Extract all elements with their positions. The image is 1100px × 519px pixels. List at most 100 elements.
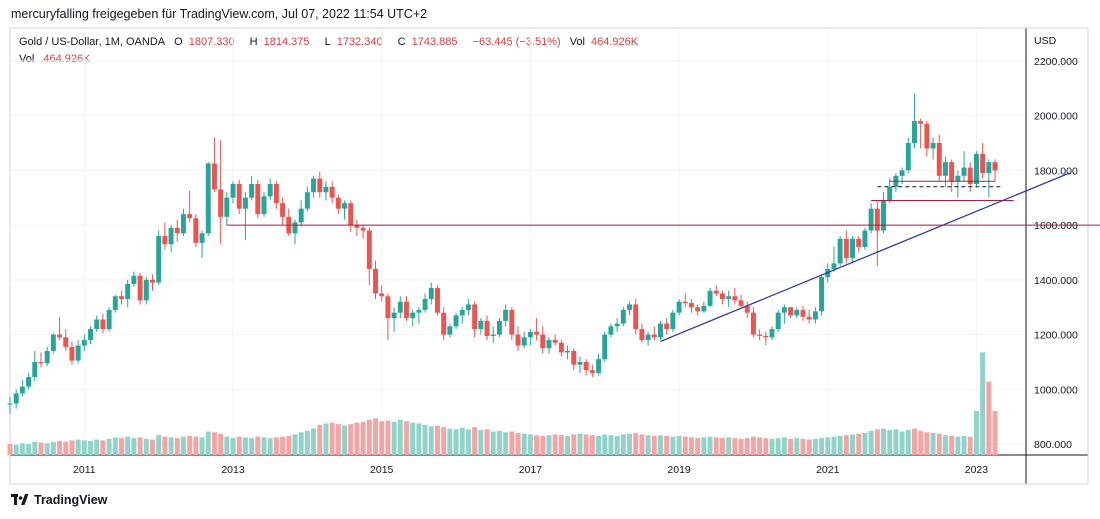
x-tick-label: 2021 [816, 464, 840, 476]
candle-body [366, 230, 372, 269]
candle-body [992, 162, 998, 171]
volume-bar [379, 421, 385, 455]
candle-body [775, 312, 781, 330]
volume-bar [695, 438, 701, 455]
volume-bar [404, 421, 409, 455]
candle-body [19, 386, 25, 394]
volume-bar [726, 437, 732, 455]
volume-bar [651, 435, 657, 455]
legend-high-label: H [249, 36, 258, 48]
candle-body [373, 268, 378, 294]
candle-body [335, 197, 341, 209]
candle-body [744, 305, 750, 313]
volume-bar [515, 433, 521, 455]
candle-body [738, 300, 744, 306]
candle-body [13, 393, 19, 404]
candle-body [385, 296, 391, 319]
volume-bar [75, 439, 81, 455]
candle-body [527, 331, 533, 338]
volume-bar [131, 438, 137, 455]
volume-bar [658, 435, 663, 455]
legend-symbol: Gold / US-Dollar, 1M, OANDA [19, 36, 166, 48]
candle-body [676, 301, 682, 313]
candle-body [496, 320, 502, 335]
candle-body [627, 304, 632, 310]
candle-body [719, 293, 725, 299]
candle-body [750, 312, 756, 335]
volume-bar [292, 434, 298, 455]
volume-bar [156, 434, 162, 455]
candle-body [112, 296, 118, 310]
volume-bar [267, 438, 273, 455]
volume-bar [298, 432, 304, 455]
legend-close-value: 1743.885 [411, 36, 458, 48]
volume-bar [583, 434, 589, 455]
y-tick-label: 2000.000 [1034, 111, 1078, 123]
candle-body [174, 227, 180, 234]
volume-legend: Vol 464.926K [19, 53, 96, 65]
candle-body [695, 307, 701, 312]
volume-bar [69, 440, 75, 455]
candle-body [63, 337, 69, 347]
volume-bar [899, 431, 905, 455]
volume-bar [391, 422, 397, 455]
volume-bar [794, 438, 800, 455]
volume-bar [373, 418, 378, 455]
candle-body [255, 184, 261, 215]
volume-bar [565, 435, 571, 455]
volume-bar [230, 438, 236, 455]
volume-bar [992, 411, 998, 455]
candle-body [905, 142, 911, 171]
volume-bar [496, 430, 502, 455]
candle-body [187, 214, 193, 219]
candle-body [32, 361, 38, 377]
volume-bar [627, 433, 632, 455]
candle-body [589, 370, 595, 373]
candle-body [131, 275, 137, 284]
volume-bar [81, 440, 87, 455]
candle-body [515, 334, 521, 346]
candle-body [81, 340, 87, 346]
volume-bar [44, 443, 50, 455]
legend-open: O 1807.330 [174, 36, 240, 48]
volume-bar [986, 381, 992, 455]
x-tick-label: 2023 [965, 464, 989, 476]
volume-bar [441, 427, 447, 455]
legend-vol-label: Vol [569, 36, 585, 48]
candle-body [670, 312, 676, 330]
candle-body [329, 186, 335, 198]
legend-close: C 1743.885 [398, 36, 464, 48]
volume-bar [168, 437, 174, 455]
candle-body [800, 309, 806, 317]
x-tick-label: 2017 [519, 464, 543, 476]
volume-bar [366, 419, 372, 455]
legend-high: H 1814.375 [250, 36, 316, 48]
candle-body [577, 361, 583, 365]
candle-body [119, 296, 124, 299]
candle-body [397, 301, 403, 313]
candle-body [732, 296, 738, 301]
candle-body [94, 319, 100, 330]
legend-vol-value: 464.926K [591, 36, 639, 48]
candle-body [273, 184, 279, 204]
volume-bar [670, 436, 676, 455]
volume-bar [137, 437, 143, 455]
volume-bar [459, 427, 465, 455]
volume-bar [447, 428, 453, 455]
candle-body [242, 197, 248, 209]
volume-bar [676, 435, 682, 455]
volume-bar [205, 431, 211, 455]
candle-body [620, 309, 626, 324]
volume-bar [633, 433, 639, 455]
volume-bar [732, 438, 738, 455]
candle-body [106, 309, 112, 330]
y-tick-label: 1600.000 [1034, 220, 1078, 232]
currency-label: USD [1034, 35, 1057, 47]
volume-bar [428, 426, 434, 455]
candle-body [856, 238, 862, 247]
volume-bar [918, 430, 924, 455]
volume-bar [682, 436, 688, 455]
volume-bar [63, 441, 69, 455]
x-tick-label: 2019 [667, 464, 691, 476]
